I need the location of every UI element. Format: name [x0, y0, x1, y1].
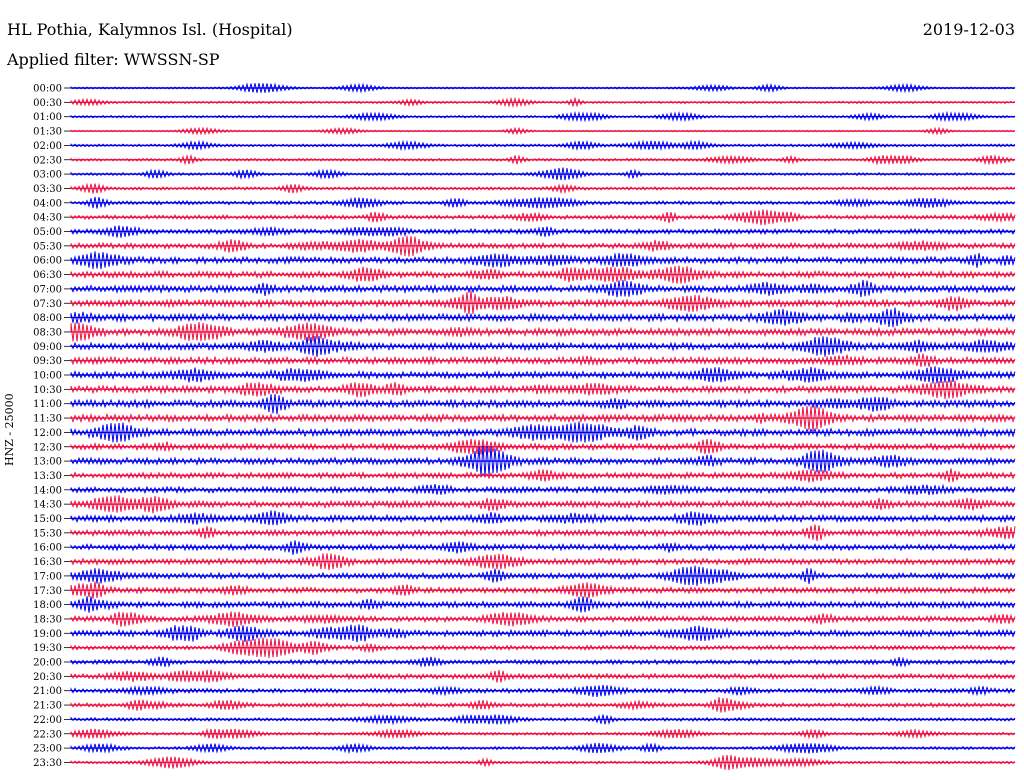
filter-name: WWSSN-SP: [123, 50, 220, 69]
time-label: 01:30: [33, 127, 62, 138]
time-label: 21:00: [33, 686, 62, 697]
time-label: 17:30: [33, 586, 62, 597]
trace-line: [70, 524, 1016, 542]
time-label: 15:30: [33, 528, 62, 539]
time-label: 08:30: [33, 327, 62, 338]
time-label: 09:00: [33, 342, 62, 353]
time-label: 16:30: [33, 557, 62, 568]
time-label: 06:00: [33, 256, 62, 267]
time-label: 00:00: [33, 84, 62, 95]
time-label: 10:30: [33, 385, 62, 396]
filter-prefix: Applied filter:: [7, 50, 119, 69]
time-label: 22:30: [33, 729, 62, 740]
time-label: 21:30: [33, 701, 62, 712]
time-label: 14:30: [33, 500, 62, 511]
time-label: 18:30: [33, 614, 62, 625]
time-label: 11:00: [33, 399, 62, 410]
date-label: 2019-12-03: [922, 20, 1015, 39]
trace-line: [70, 290, 1016, 315]
time-label: 20:30: [33, 672, 62, 683]
time-label: 05:30: [33, 241, 62, 252]
time-label: 11:30: [33, 414, 62, 425]
filter-line: Applied filter: WWSSN-SP: [7, 50, 220, 69]
time-label: 20:00: [33, 658, 62, 669]
time-label: 05:00: [33, 227, 62, 238]
time-label: 10:00: [33, 371, 62, 382]
time-label: 00:30: [33, 98, 62, 109]
time-label: 13:30: [33, 471, 62, 482]
time-label: 23:00: [33, 744, 62, 755]
time-label: 03:30: [33, 184, 62, 195]
station-title: HL Pothia, Kalymnos Isl. (Hospital): [7, 20, 293, 39]
time-label: 22:00: [33, 715, 62, 726]
time-label: 13:00: [33, 457, 62, 468]
time-label: 02:00: [33, 141, 62, 152]
time-label: 09:30: [33, 356, 62, 367]
time-label: 14:00: [33, 485, 62, 496]
time-label: 08:00: [33, 313, 62, 324]
time-label: 16:00: [33, 543, 62, 554]
time-label: 07:00: [33, 284, 62, 295]
time-label: 15:00: [33, 514, 62, 525]
time-label: 06:30: [33, 270, 62, 281]
time-label: 23:30: [33, 758, 62, 769]
time-label: 01:00: [33, 112, 62, 123]
time-label: 19:30: [33, 643, 62, 654]
time-label: 07:30: [33, 299, 62, 310]
time-label: 12:30: [33, 442, 62, 453]
time-label: 02:30: [33, 155, 62, 166]
time-label: 17:00: [33, 571, 62, 582]
time-label: 18:00: [33, 600, 62, 611]
time-label: 04:00: [33, 198, 62, 209]
time-label: 03:00: [33, 170, 62, 181]
time-label: 19:00: [33, 629, 62, 640]
time-label: 04:30: [33, 213, 62, 224]
time-label: 12:00: [33, 428, 62, 439]
